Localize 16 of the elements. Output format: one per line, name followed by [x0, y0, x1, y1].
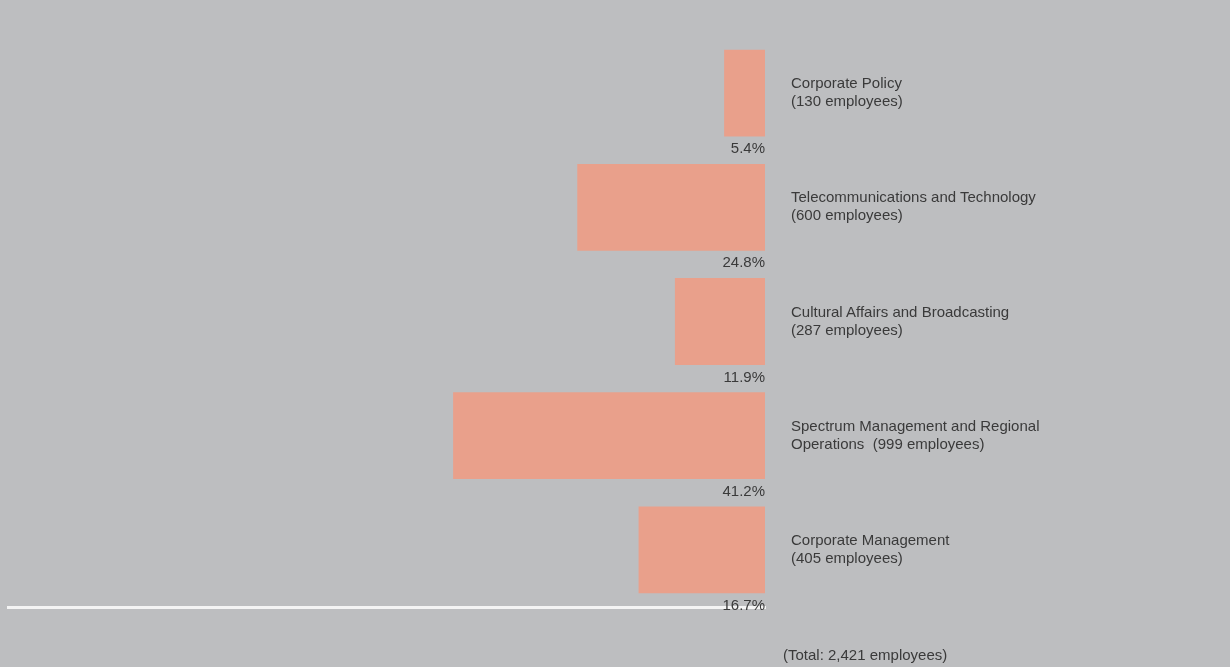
data-label: 24.8%: [722, 253, 765, 271]
bar: [453, 392, 765, 480]
data-label: 11.9%: [723, 367, 765, 385]
y-tick-label: Corporate Policy (130 employees): [791, 74, 903, 110]
data-label: 5.4%: [730, 139, 765, 157]
y-tick-label: Corporate Management (405 employees): [791, 531, 951, 567]
y-tick-label: Cultural Affairs and Broadcasting (287 employees): [791, 302, 1010, 338]
bar: [577, 163, 765, 251]
text: (Total: 2,421 employees): [783, 646, 948, 663]
y-tick-label: Telecommunications and Technology (600 employees): [791, 188, 1037, 224]
data-label: 16.7%: [722, 595, 765, 613]
data-label: 41.2%: [722, 481, 765, 499]
y-tick-label: Spectrum Management and Regional Operations (999 employees): [791, 416, 1040, 452]
bar: [724, 49, 765, 137]
bar: [638, 506, 765, 594]
bar: [674, 278, 765, 365]
